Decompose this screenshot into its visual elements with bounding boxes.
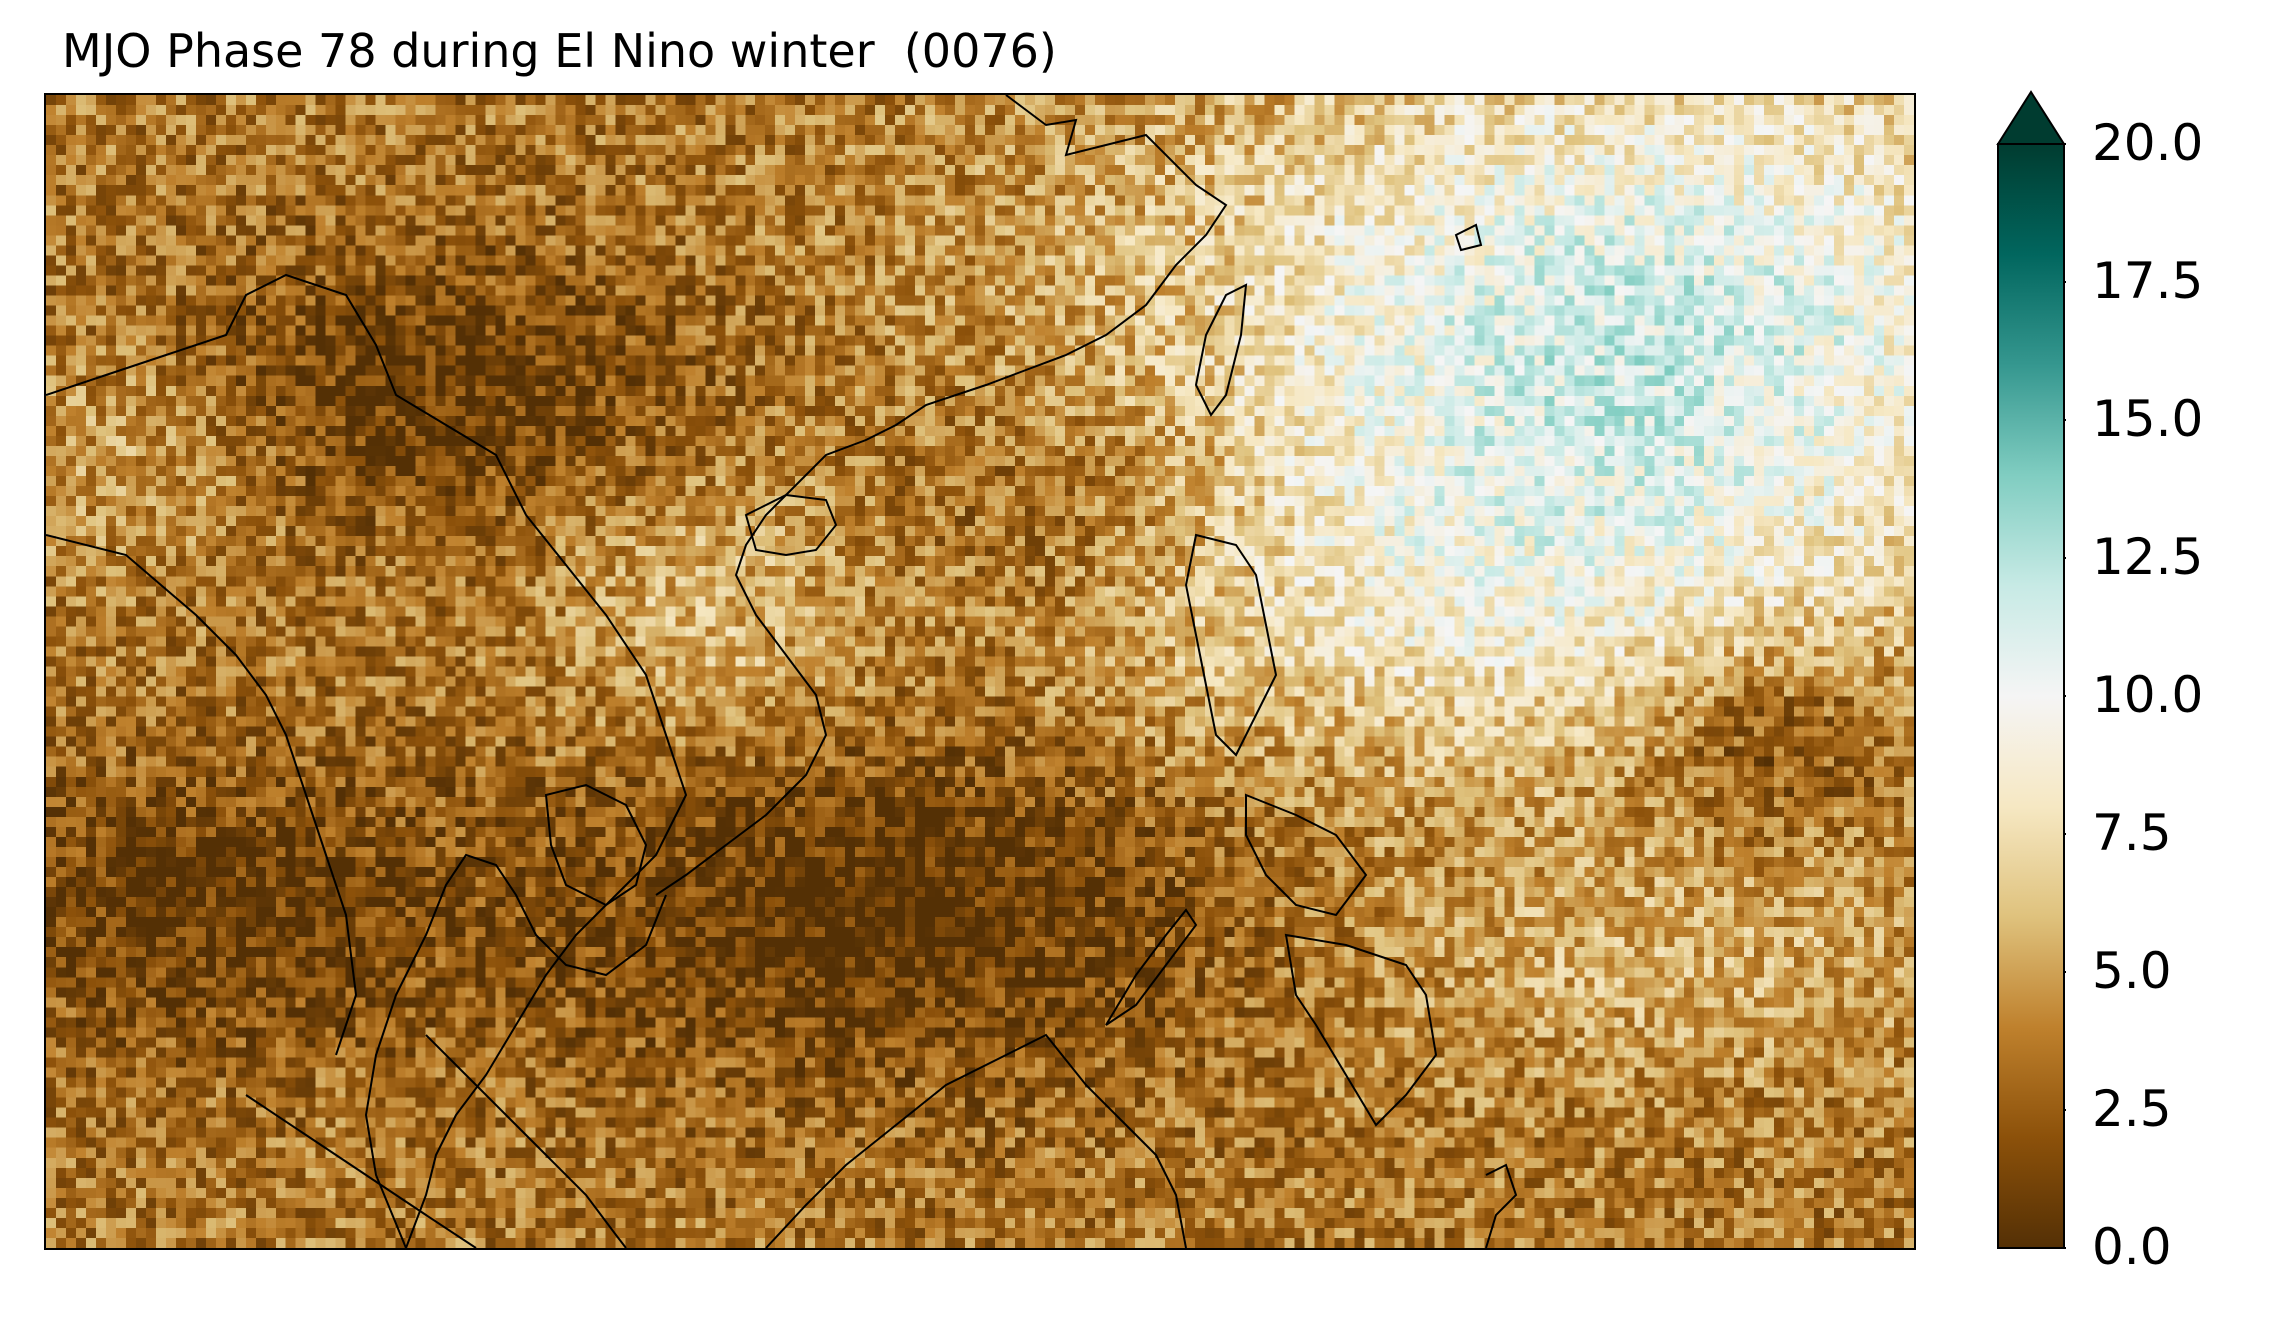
coastline-indochina [46, 273, 688, 1248]
colorbar-tick-label: 12.5 [2092, 528, 2204, 586]
coastline-hainan [744, 493, 838, 557]
colorbar-tick-label: 15.0 [2092, 390, 2204, 448]
colorbar-tick-label: 5.0 [2092, 942, 2172, 1000]
colorbar-extend-arrow [1996, 90, 2066, 145]
coastlines [46, 95, 1518, 1248]
colorbar-tick-label: 7.5 [2092, 804, 2172, 862]
coastline-mindanao [1284, 933, 1438, 1127]
coastline-borneo [765, 1033, 1187, 1248]
coastline-palawan [1105, 908, 1198, 1026]
colorbar-ticks [2064, 143, 2066, 1249]
colorbar-tick-label: 2.5 [2092, 1080, 2172, 1138]
coastline-south-china [655, 95, 1228, 896]
coastline-malaysia [425, 1034, 627, 1248]
coastline-visayas [1245, 793, 1368, 917]
coastline-sumatra [245, 1094, 477, 1248]
map-title: MJO Phase 78 during El Nino winter (0076… [62, 24, 1057, 78]
colorbar-tick-label: 10.0 [2092, 666, 2204, 724]
coastline-gulf-of-thailand [364, 853, 667, 1248]
coastline-tonle-sap [544, 783, 648, 907]
coastline-taiwan [1194, 283, 1248, 417]
colorbar-gradient [1997, 143, 2065, 1249]
coastline-luzon [1184, 533, 1278, 757]
colorbar-tick-label: 0.0 [2092, 1218, 2172, 1276]
colorbar-tick-label: 17.5 [2092, 252, 2204, 310]
coastline-islands-south [1485, 1163, 1518, 1248]
colorbar [1996, 90, 2066, 1249]
colorbar-tick-label: 20.0 [2092, 114, 2204, 172]
coastline-myanmar [46, 534, 358, 1056]
precipitation-map [44, 93, 1916, 1250]
coastline-island-east [1454, 223, 1483, 252]
precipitation-field [46, 95, 1914, 1248]
